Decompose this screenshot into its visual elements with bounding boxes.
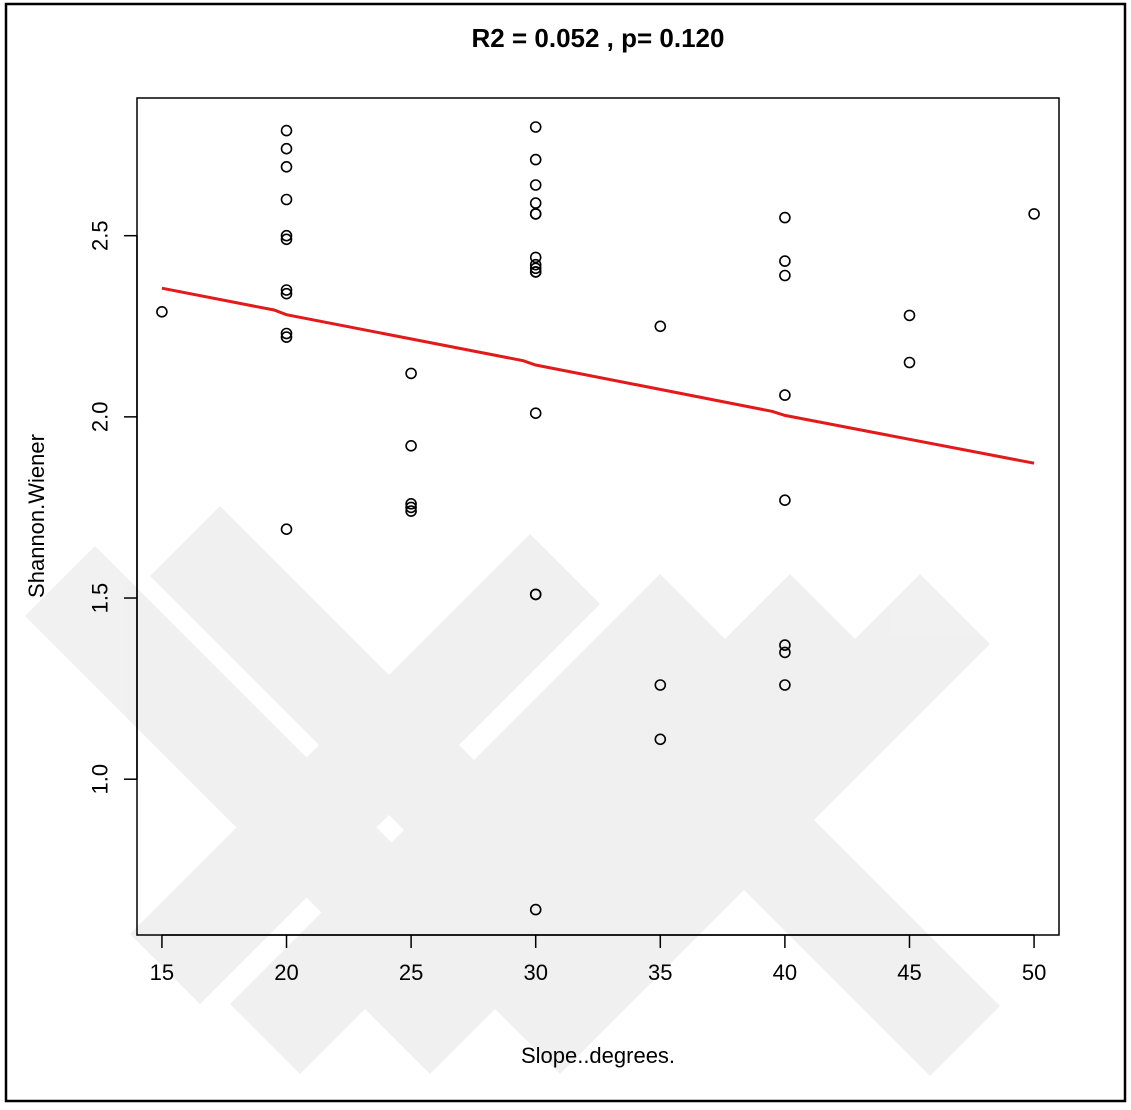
regression-line-layer	[161, 286, 1035, 465]
data-point	[280, 284, 293, 296]
data-point	[529, 208, 542, 220]
data-point	[779, 269, 791, 282]
data-point	[529, 179, 542, 191]
data-point	[280, 327, 293, 340]
data-point	[529, 903, 542, 916]
x-tick-label: 25	[399, 960, 423, 985]
data-point	[529, 153, 542, 166]
data-point	[280, 331, 293, 343]
watermark-logo	[25, 506, 1000, 1076]
data-point	[779, 494, 791, 507]
data-point	[779, 211, 791, 224]
data-points	[156, 121, 1040, 916]
data-point	[280, 193, 293, 206]
data-point	[779, 646, 791, 659]
x-tick-label: 50	[1022, 960, 1046, 985]
y-tick-label: 1.0	[88, 764, 113, 795]
y-axis-label: Shannon.Wiener	[24, 434, 49, 598]
data-point	[779, 639, 791, 651]
data-point	[280, 124, 293, 137]
data-point	[654, 733, 667, 746]
data-point	[280, 523, 293, 536]
data-point	[280, 287, 293, 300]
x-tick-label: 30	[523, 960, 547, 985]
x-axis: 15 20 25 30 35 40 45 50	[150, 934, 1046, 985]
y-tick-label: 2.0	[88, 402, 113, 433]
data-point	[405, 501, 417, 514]
x-axis-label: Slope..degrees.	[521, 1043, 675, 1068]
data-point	[156, 305, 168, 318]
data-point	[280, 161, 293, 173]
data-point	[529, 251, 542, 264]
y-axis: 1.0 1.5 2.0 2.5	[88, 220, 138, 794]
data-point	[779, 679, 791, 691]
data-point	[779, 389, 791, 401]
data-point	[1028, 208, 1040, 220]
data-point	[405, 367, 417, 380]
data-point	[280, 233, 293, 246]
data-point	[529, 407, 542, 420]
x-tick-label: 35	[648, 960, 672, 985]
data-point	[529, 266, 542, 278]
regression-line	[161, 286, 1035, 465]
y-tick-label: 1.5	[88, 583, 113, 614]
data-point	[903, 356, 916, 369]
data-point	[280, 142, 293, 155]
data-point	[529, 262, 542, 275]
data-point	[405, 439, 417, 452]
data-point	[529, 588, 542, 601]
figure-border	[4, 2, 1127, 1103]
data-point	[903, 309, 916, 322]
x-tick-label: 45	[897, 960, 921, 985]
data-point	[405, 505, 417, 517]
data-point	[280, 229, 293, 242]
data-point	[405, 497, 417, 510]
chart-title: R2 = 0.052 , p= 0.120	[472, 23, 725, 53]
x-tick-label: 15	[150, 960, 174, 985]
x-tick-label: 40	[773, 960, 797, 985]
data-point	[529, 258, 542, 271]
data-point	[654, 320, 667, 333]
data-point	[529, 121, 542, 133]
data-point	[779, 255, 791, 267]
x-tick-label: 20	[274, 960, 298, 985]
y-tick-label: 2.5	[88, 220, 113, 251]
data-point	[654, 679, 667, 691]
